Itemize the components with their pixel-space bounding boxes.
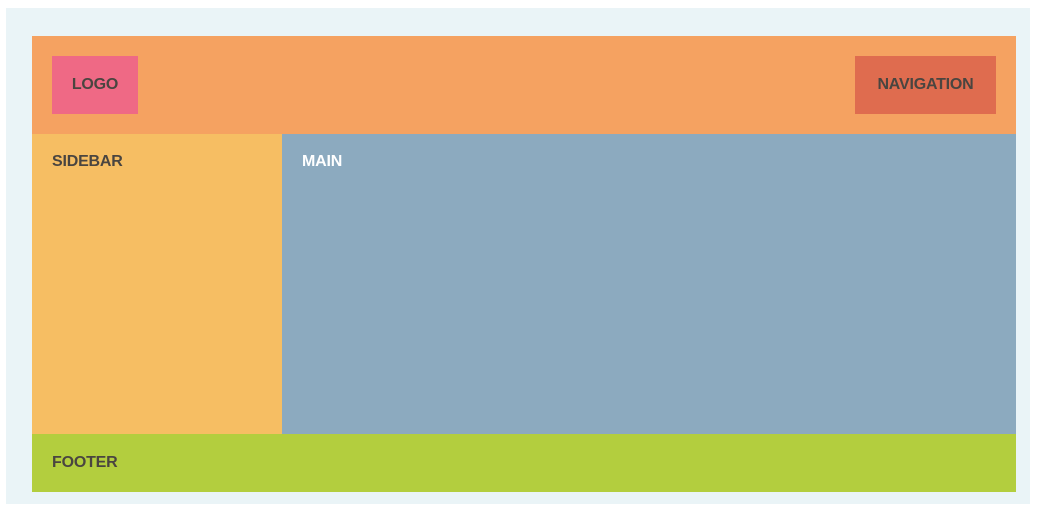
page-layout: LOGO NAVIGATION SIDEBAR MAIN FOOTER <box>32 36 1016 492</box>
header-region: LOGO NAVIGATION <box>32 36 1016 134</box>
sidebar-region: SIDEBAR <box>32 134 282 434</box>
footer-label: FOOTER <box>52 454 118 471</box>
main-region: MAIN <box>282 134 1016 434</box>
main-label: MAIN <box>302 153 343 170</box>
navigation-label: NAVIGATION <box>877 76 974 93</box>
navigation-block: NAVIGATION <box>855 56 996 114</box>
sidebar-label: SIDEBAR <box>52 153 123 170</box>
logo-label: LOGO <box>71 76 119 93</box>
footer-region: FOOTER <box>32 434 1016 492</box>
layout-frame: LOGO NAVIGATION SIDEBAR MAIN FOOTER <box>6 8 1030 504</box>
logo-block: LOGO <box>52 56 138 114</box>
